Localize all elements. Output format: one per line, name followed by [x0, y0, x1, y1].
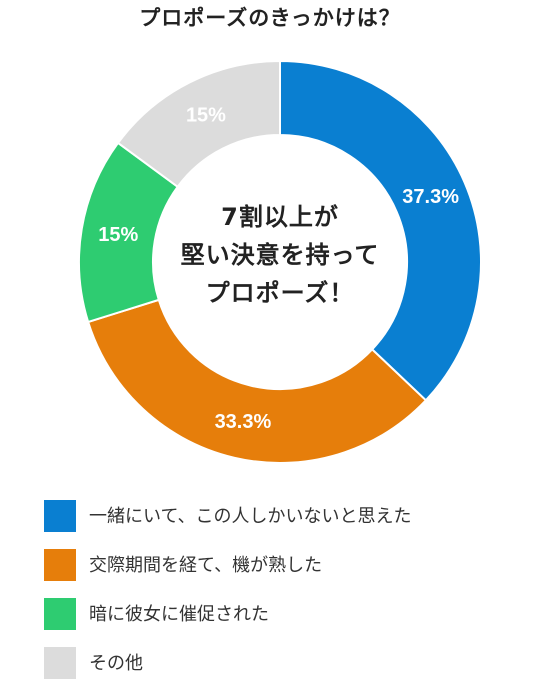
legend-label: 暗に彼女に催促された	[89, 604, 269, 625]
slice-data-label: 15%	[98, 224, 138, 246]
legend-swatch	[44, 549, 76, 581]
center-caption: 7割以上が 堅い決意を持って プロポーズ！	[150, 198, 410, 312]
legend-item: その他	[44, 647, 524, 681]
center-caption-line-1: 7割以上が	[221, 203, 339, 231]
legend-label: 交際期間を経て、機が熟した	[89, 555, 323, 576]
slice-data-label: 33.3%	[215, 411, 272, 433]
legend: 一緒にいて、この人しかいないと思えた 交際期間を経て、機が熟した 暗に彼女に催促…	[44, 500, 524, 696]
legend-swatch	[44, 598, 76, 630]
legend-item: 暗に彼女に催促された	[44, 598, 524, 632]
donut-slice	[86, 298, 428, 464]
chart-title: プロポーズのきっかけは？	[139, 6, 401, 30]
center-caption-line-2: 堅い決意を持って	[180, 241, 380, 269]
donut-slice	[279, 59, 482, 402]
legend-label: その他	[89, 653, 143, 674]
center-caption-line-3: プロポーズ！	[205, 279, 355, 307]
legend-item: 一緒にいて、この人しかいないと思えた	[44, 500, 524, 534]
donut-slice	[116, 59, 281, 189]
legend-swatch	[44, 647, 76, 679]
legend-swatch	[44, 500, 76, 532]
donut-chart: 37.3% 33.3% 15% 15%	[78, 59, 482, 464]
slice-data-label: 15%	[186, 105, 226, 127]
legend-label: 一緒にいて、この人しかいないと思えた	[89, 506, 412, 527]
slice-data-label: 37.3%	[402, 186, 459, 208]
legend-item: 交際期間を経て、機が熟した	[44, 549, 524, 583]
